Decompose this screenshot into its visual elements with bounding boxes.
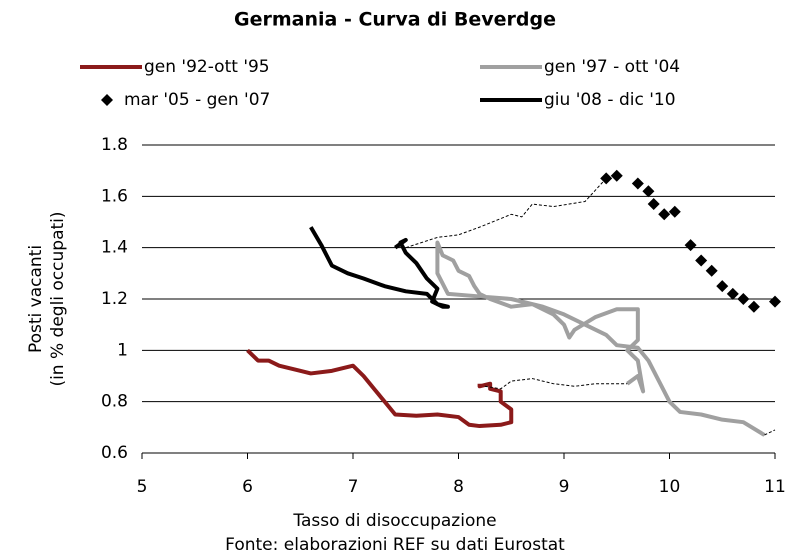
legend-marker [101, 94, 113, 106]
marker [695, 254, 708, 267]
y-tick-label: 1 [117, 340, 128, 360]
x-tick-label: 9 [559, 477, 570, 497]
series-line [246, 348, 514, 429]
x-tick-label: 6 [242, 477, 253, 497]
legend-label: giu '08 - dic '10 [544, 90, 676, 110]
x-tick-label: 5 [137, 477, 148, 497]
series-line [405, 178, 776, 436]
x-axis-label: Tasso di disoccupazione [292, 511, 496, 531]
legend-label: gen '92-ott '95 [144, 57, 270, 77]
series-line [309, 226, 450, 309]
marker [705, 264, 718, 277]
x-tick-label: 11 [764, 477, 786, 497]
marker [668, 205, 681, 218]
y-axis-label: Posti vacanti [26, 245, 46, 353]
marker [737, 293, 750, 305]
chart-title: Germania - Curva di Beverdge [234, 9, 556, 31]
marker [684, 239, 697, 252]
x-tick-label: 10 [659, 477, 681, 497]
y-axis-label: (in % degli occupati) [48, 211, 68, 386]
y-tick-label: 1.8 [101, 135, 128, 155]
marker [658, 208, 671, 221]
marker [610, 169, 623, 182]
marker [769, 295, 781, 308]
x-tick-label: 7 [348, 477, 359, 497]
legend-label: gen '97 - ott '04 [544, 57, 680, 77]
y-tick-label: 1.6 [101, 186, 128, 206]
x-tick-label: 8 [453, 477, 464, 497]
y-tick-label: 0.8 [101, 392, 128, 412]
marker [716, 280, 729, 293]
series-line [435, 240, 766, 437]
source: Fonte: elaborazioni REF su dati Eurostat [225, 535, 565, 555]
y-tick-label: 1.2 [101, 289, 128, 309]
marker [642, 185, 655, 198]
legend-label: mar '05 - gen '07 [124, 90, 270, 110]
y-tick-label: 1.4 [101, 238, 128, 258]
marker [647, 198, 660, 211]
marker [631, 177, 644, 190]
marker [726, 287, 739, 300]
marker [747, 300, 760, 313]
y-tick-label: 0.6 [101, 443, 128, 463]
